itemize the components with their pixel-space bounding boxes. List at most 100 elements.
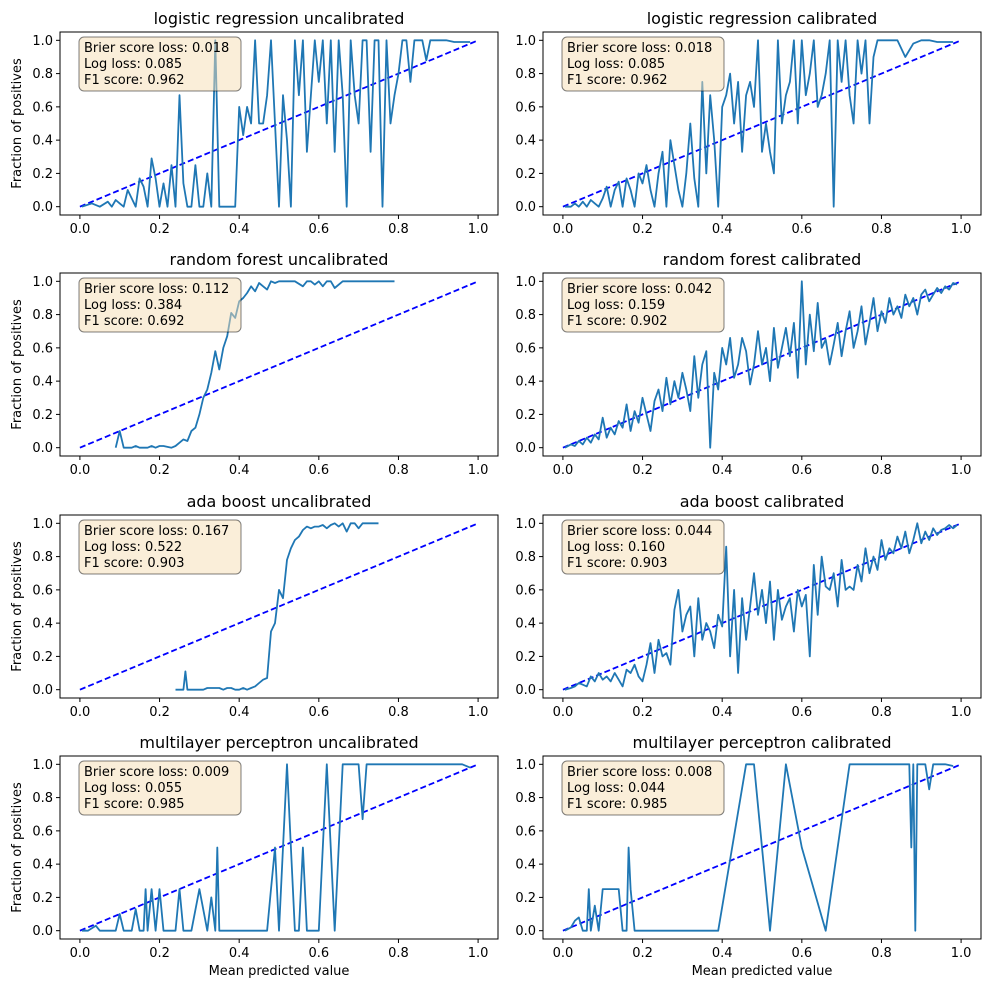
- axes-frame: [542, 755, 982, 940]
- metrics-text: F1 score: 0.902: [567, 314, 668, 329]
- metrics-text: F1 score: 0.985: [567, 797, 668, 812]
- y-tick-label: 0.6: [32, 583, 53, 598]
- x-tick-label: 0.0: [70, 222, 91, 237]
- x-tick-label: 1.0: [468, 222, 489, 237]
- metrics-box: [78, 519, 242, 575]
- y-tick-label: 0.8: [515, 67, 536, 82]
- metrics-text: Brier score loss: 0.042: [567, 282, 712, 297]
- metrics-text: F1 score: 0.692: [84, 314, 185, 329]
- y-tick-label: 0.0: [32, 441, 53, 456]
- y-tick-label: 0.8: [32, 308, 53, 323]
- x-tick-label: 0.6: [308, 946, 329, 961]
- y-tick-label: 0.6: [515, 824, 536, 839]
- y-tick-label: 0.2: [32, 167, 53, 182]
- x-tick-label: 0.8: [871, 705, 892, 720]
- metrics-text: Log loss: 0.159: [567, 298, 665, 313]
- calibration-curve: [175, 522, 379, 691]
- subplot-title: ada boost uncalibrated: [187, 492, 372, 511]
- y-tick-label: 0.2: [515, 167, 536, 182]
- x-tick-label: 0.2: [149, 705, 170, 720]
- y-tick-label: 1.0: [32, 275, 53, 290]
- metrics-text: F1 score: 0.962: [567, 73, 668, 88]
- y-tick-label: 0.6: [515, 583, 536, 598]
- y-tick-label: 0.8: [32, 791, 53, 806]
- metrics-text: F1 score: 0.985: [84, 797, 185, 812]
- y-tick-label: 0.0: [32, 924, 53, 939]
- y-tick-label: 0.8: [32, 67, 53, 82]
- subplot-title: logistic regression uncalibrated: [154, 9, 405, 28]
- calibration-curve: [564, 763, 954, 932]
- y-tick-label: 1.0: [32, 517, 53, 532]
- y-tick-label: 0.2: [515, 650, 536, 665]
- x-tick-label: 0.4: [229, 946, 250, 961]
- y-axis-label: Fraction of positives: [10, 541, 25, 672]
- x-tick-label: 0.4: [229, 222, 250, 237]
- y-axis-label: Fraction of positives: [10, 299, 25, 430]
- x-tick-label: 0.6: [791, 222, 812, 237]
- y-axis-label: Fraction of positives: [10, 782, 25, 913]
- x-tick-label: 0.0: [553, 222, 574, 237]
- y-tick-label: 0.6: [515, 341, 536, 356]
- x-tick-label: 0.8: [871, 222, 892, 237]
- x-tick-label: 0.0: [553, 946, 574, 961]
- y-tick-label: 0.0: [32, 683, 53, 698]
- metrics-text: F1 score: 0.962: [84, 73, 185, 88]
- x-tick-label: 0.8: [388, 946, 409, 961]
- x-tick-label: 0.2: [632, 463, 653, 478]
- y-tick-label: 0.0: [32, 200, 53, 215]
- x-tick-label: 0.6: [791, 463, 812, 478]
- x-tick-label: 0.2: [149, 463, 170, 478]
- y-tick-label: 0.4: [32, 858, 53, 873]
- x-tick-label: 0.2: [632, 222, 653, 237]
- y-tick-label: 0.6: [515, 100, 536, 115]
- x-tick-label: 0.4: [712, 946, 733, 961]
- y-tick-label: 1.0: [515, 517, 536, 532]
- y-tick-label: 0.0: [515, 441, 536, 456]
- subplot-title: multilayer perceptron uncalibrated: [139, 733, 418, 752]
- y-tick-label: 0.6: [32, 824, 53, 839]
- axes-frame: [59, 31, 499, 216]
- metrics-box: [78, 277, 242, 333]
- metrics-text: Log loss: 0.085: [84, 57, 182, 72]
- subplot-7: multilayer perceptron uncalibrated 0.0 0.2…: [10, 733, 499, 979]
- metrics-text: Brier score loss: 0.112: [84, 282, 229, 297]
- calibration-curve: [564, 39, 954, 208]
- x-tick-label: 0.8: [388, 463, 409, 478]
- x-tick-label: 1.0: [951, 705, 972, 720]
- x-tick-label: 0.8: [388, 222, 409, 237]
- y-tick-label: 0.2: [32, 891, 53, 906]
- x-tick-label: 0.2: [632, 705, 653, 720]
- x-tick-label: 0.0: [70, 946, 91, 961]
- calibration-curve: [81, 39, 471, 208]
- subplot-title: multilayer perceptron calibrated: [633, 733, 892, 752]
- y-tick-label: 0.2: [515, 891, 536, 906]
- metrics-text: Log loss: 0.522: [84, 540, 182, 555]
- x-tick-label: 0.4: [229, 463, 250, 478]
- metrics-box: [78, 36, 242, 92]
- x-tick-label: 0.6: [308, 463, 329, 478]
- subplot-2: logistic regression calibrated 0.0 0.2 0.4 0…: [515, 9, 982, 237]
- x-tick-label: 1.0: [468, 705, 489, 720]
- subplot-title: random forest uncalibrated: [170, 250, 389, 269]
- y-tick-label: 0.8: [515, 308, 536, 323]
- y-tick-label: 0.0: [515, 683, 536, 698]
- y-tick-label: 1.0: [32, 758, 53, 773]
- x-tick-label: 0.4: [712, 222, 733, 237]
- subplot-title: ada boost calibrated: [680, 492, 845, 511]
- y-tick-label: 1.0: [515, 34, 536, 49]
- axes-frame: [59, 514, 499, 699]
- x-tick-label: 0.6: [791, 705, 812, 720]
- x-tick-label: 0.4: [712, 463, 733, 478]
- y-tick-label: 0.8: [32, 550, 53, 565]
- x-axis-label: Mean predicted value: [692, 964, 833, 979]
- x-tick-label: 1.0: [951, 463, 972, 478]
- y-tick-label: 0.2: [32, 650, 53, 665]
- subplot-title: random forest calibrated: [663, 250, 862, 269]
- metrics-text: Brier score loss: 0.009: [84, 765, 229, 780]
- x-tick-label: 1.0: [468, 463, 489, 478]
- x-tick-label: 0.6: [308, 705, 329, 720]
- metrics-text: Brier score loss: 0.008: [567, 765, 712, 780]
- x-tick-label: 1.0: [951, 222, 972, 237]
- x-tick-label: 0.2: [149, 222, 170, 237]
- metrics-text: Log loss: 0.085: [567, 57, 665, 72]
